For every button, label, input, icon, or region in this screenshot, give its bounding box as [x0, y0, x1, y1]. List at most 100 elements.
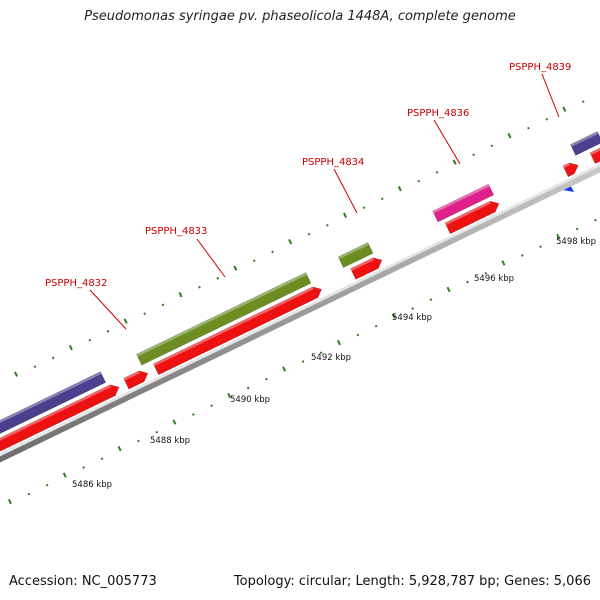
minor-tick: [326, 224, 329, 227]
minor-tick: [374, 324, 378, 328]
minor-tick: [45, 483, 49, 487]
minor-tick: [100, 457, 104, 461]
minor-tick: [429, 298, 433, 302]
minor-tick: [490, 144, 494, 148]
scale-label: 5494 kbp: [392, 313, 432, 323]
major-tick: [397, 185, 402, 192]
major-tick: [117, 445, 122, 452]
minor-tick: [210, 404, 213, 408]
minor-tick: [161, 303, 165, 307]
major-tick: [233, 265, 238, 271]
minor-tick: [143, 312, 146, 316]
minor-tick: [198, 285, 201, 289]
minor-tick: [192, 413, 195, 416]
gene-label: PSPPH_4832: [45, 278, 107, 289]
minor-tick: [307, 232, 311, 236]
minor-tick: [51, 356, 55, 360]
major-tick: [501, 260, 506, 266]
minor-tick: [106, 330, 110, 333]
major-tick: [68, 344, 73, 351]
minor-tick: [265, 377, 268, 381]
minor-tick: [484, 271, 488, 275]
scale-label: 5492 kbp: [311, 353, 351, 363]
genome-backbone: [0, 163, 600, 463]
minor-tick: [82, 466, 86, 469]
minor-tick: [435, 171, 439, 174]
minor-tick: [362, 206, 366, 210]
major-tick: [172, 419, 177, 425]
minor-tick: [521, 254, 524, 257]
scale-label: 5498 kbp: [556, 237, 596, 247]
minor-tick: [527, 126, 530, 130]
cds-bar-4833-highlight: [153, 286, 314, 367]
minor-tick: [137, 439, 140, 443]
gene-bar-purple-edge: [570, 131, 600, 156]
major-tick: [7, 498, 12, 505]
major-tick: [288, 238, 293, 245]
gene-bar-green-4833: [136, 272, 312, 366]
callout-leader: [333, 168, 358, 214]
minor-tick: [216, 277, 220, 280]
map-title: Pseudomonas syringae pv. phaseolicola 14…: [84, 9, 516, 24]
minor-tick: [271, 250, 274, 254]
cds-bar-4834: [350, 257, 383, 280]
major-tick: [282, 366, 287, 372]
gene-label: PSPPH_4836: [407, 108, 469, 119]
gene-bar-purple: [0, 371, 107, 434]
cds-bar-4832-highlight: [123, 370, 141, 381]
inner-tick-marks: [7, 218, 597, 505]
scale-label: 5488 kbp: [150, 436, 190, 446]
gene-bar-green-4833-highlight: [136, 272, 307, 357]
callout-leader: [433, 119, 461, 165]
major-tick: [178, 291, 183, 298]
minor-tick: [246, 386, 250, 390]
major-tick: [446, 286, 451, 293]
gene-label: PSPPH_4833: [145, 226, 207, 237]
minor-tick: [545, 118, 549, 121]
major-tick: [227, 392, 232, 399]
cds-bar-4832: [123, 370, 149, 390]
major-tick: [391, 313, 396, 319]
gene-callouts: PSPPH_4832 PSPPH_4833 PSPPH_4834 PSPPH_4836…: [45, 62, 571, 330]
minor-tick: [319, 351, 323, 355]
backbone-highlight: [0, 163, 600, 457]
minor-tick: [472, 153, 475, 157]
gene-bar-pink-4836: [432, 183, 495, 223]
major-tick: [14, 371, 19, 377]
genome-summary: Topology: circular; Length: 5,928,787 bp…: [233, 574, 591, 589]
cds-bar-4836-highlight: [445, 201, 492, 226]
gene-label: PSPPH_4834: [302, 157, 364, 168]
major-tick: [343, 212, 347, 218]
minor-tick: [539, 245, 542, 249]
major-tick: [452, 159, 457, 165]
scale-label: 5490 kbp: [230, 395, 270, 405]
major-tick: [336, 339, 341, 346]
minor-tick: [380, 197, 384, 201]
minor-tick: [411, 307, 415, 310]
major-tick: [562, 106, 567, 112]
minor-tick: [88, 338, 92, 342]
scale-label: 5486 kbp: [72, 480, 112, 490]
minor-tick: [575, 227, 579, 231]
gene-bar-green-4834: [337, 242, 374, 269]
major-tick: [123, 318, 128, 324]
scale-labels: 5486 kbp 5488 kbp 5490 kbp 5492 kbp 5494 kbp…: [72, 237, 596, 490]
cds-bar-4836: [444, 200, 500, 235]
minor-tick: [594, 218, 597, 222]
scale-label: 5496 kbp: [474, 274, 514, 284]
callout-leader: [541, 73, 560, 118]
gene-label: PSPPH_4839: [509, 62, 571, 73]
minor-tick: [581, 100, 585, 104]
gene-bar-pink-4836-highlight: [432, 184, 490, 214]
feature-track: [0, 131, 600, 452]
major-tick: [62, 472, 67, 478]
major-tick: [507, 132, 512, 139]
callout-leader: [89, 289, 127, 330]
minor-tick: [33, 365, 37, 369]
cds-bar-edge-highlight: [589, 148, 600, 156]
minor-tick: [466, 280, 469, 284]
minor-tick: [252, 259, 256, 263]
minor-tick: [301, 360, 305, 363]
outer-tick-marks: [14, 100, 585, 377]
